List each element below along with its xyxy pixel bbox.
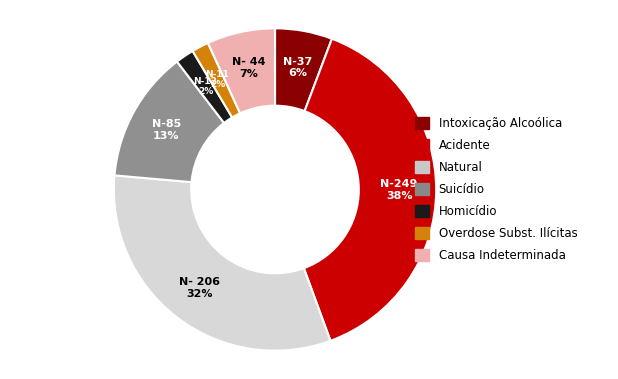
Wedge shape (275, 28, 332, 111)
Wedge shape (304, 39, 436, 341)
Legend: Intoxicação Alcoólica, Acidente, Natural, Suicídio, Homicídio, Overdose Subst. I: Intoxicação Alcoólica, Acidente, Natural… (412, 114, 581, 265)
Text: N- 206
32%: N- 206 32% (179, 277, 220, 299)
Text: N-12
2%: N-12 2% (193, 77, 218, 96)
Text: N-85
13%: N-85 13% (151, 119, 181, 141)
Text: N-11
2%: N-11 2% (205, 70, 229, 89)
Wedge shape (114, 61, 224, 182)
Wedge shape (177, 51, 232, 123)
Text: N- 44
7%: N- 44 7% (232, 58, 265, 79)
Wedge shape (208, 28, 275, 113)
Text: N-37
6%: N-37 6% (282, 56, 312, 78)
Wedge shape (193, 43, 240, 117)
Wedge shape (114, 175, 331, 351)
Text: N-249
38%: N-249 38% (381, 179, 418, 201)
